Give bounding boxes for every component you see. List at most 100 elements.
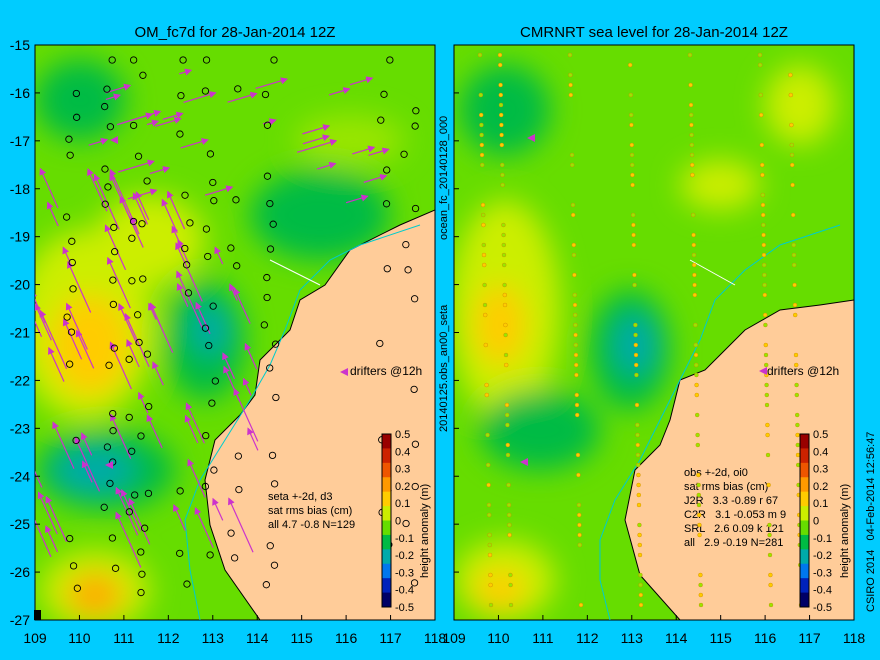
obs-marker [638,602,644,608]
obs-circle [227,244,235,252]
left-stats-line-0: seta +-2d, d3 [268,491,333,503]
obs-marker [486,482,491,488]
obs-marker [696,502,702,508]
obs-circle [202,431,210,440]
obs-circle [65,135,73,143]
obs-circle [186,219,194,227]
drift-arrow [328,87,351,96]
obs-marker [482,282,487,288]
obs-marker [691,212,696,218]
obs-circle [232,196,240,204]
lon-tick-label: 109 [23,630,47,646]
obs-marker [488,602,494,608]
obs-circle [263,172,272,180]
drift-arrow [302,134,330,145]
obs-marker [766,482,771,488]
obs-marker [578,602,584,608]
drift-arrow [48,346,65,382]
map-overlays [35,52,841,620]
obs-marker [696,492,701,498]
obs-marker [574,372,579,378]
obs-marker [500,172,505,178]
obs-marker [632,282,637,288]
obs-marker [694,382,699,388]
left-drifters-label: drifters @12h [350,364,422,378]
obs-marker [763,322,768,328]
obs-circle [105,361,113,369]
colorbar-tick-label: -0.4 [813,585,832,597]
drift-arrow [120,488,141,532]
obs-circle [143,350,152,358]
obs-marker [497,52,503,58]
drift-arrow [115,486,139,536]
obs-marker [694,372,699,378]
lon-tick-label: 116 [754,630,777,646]
obs-marker [498,62,503,68]
obs-circle [109,409,117,418]
drift-arrow [128,497,151,545]
obs-circle [143,177,151,185]
obs-marker [487,552,493,558]
obs-marker [485,432,490,438]
drifter-icon [340,368,348,376]
obs-circle [137,548,145,556]
obs-marker [761,232,766,238]
obs-marker [481,212,486,218]
drifter-icon [759,367,767,375]
obs-circle [176,130,184,138]
obs-circle [129,217,138,226]
colorbar-swatch [382,520,391,536]
obs-marker [482,262,487,268]
obs-marker [762,272,767,278]
obs-circle [411,482,419,491]
lon-tick-label: 110 [487,630,510,646]
obs-marker [767,552,773,558]
obs-marker [483,342,488,348]
colorbar-right: 0.5 0.4 0.3 0.2 0.1 0 -0.1 -0.2 -0.3 -0.4 -0.5 [799,429,832,614]
drift-arrow [176,270,204,329]
obs-marker [571,212,576,218]
drift-arrow [177,238,190,265]
drift-arrow [37,491,58,535]
obs-circle [110,223,118,232]
obs-marker [488,582,493,588]
obs-marker [630,162,635,168]
obs-marker [481,252,487,258]
obs-marker [691,232,696,238]
drift-arrow [242,377,252,396]
obs-marker [574,362,579,368]
obs-circle [201,87,210,95]
obs-circle [109,427,117,435]
obs-circle [234,85,242,93]
lat-tick-label: -26 [10,564,30,580]
obs-marker [630,172,635,178]
obs-circle [261,90,270,99]
obs-marker [572,302,578,308]
obs-marker [486,462,491,468]
obs-marker [572,292,577,298]
obs-marker [577,542,582,548]
lat-tick-label: -15 [10,37,30,53]
obs-marker [792,302,798,308]
obs-marker [694,392,699,398]
obs-marker [505,452,511,458]
colorbar-tick-label: 0.3 [395,464,410,476]
obs-marker [763,312,768,318]
obs-circle [266,245,275,253]
drift-arrow [184,414,199,444]
obs-marker [503,352,509,358]
lat-tick-label: -19 [10,229,30,245]
obs-marker [793,312,798,318]
obs-marker [636,462,641,468]
obs-circle [137,432,145,440]
obs-marker [573,322,578,328]
obs-marker [698,582,703,588]
drift-arrow [345,194,369,204]
obs-circle [106,123,115,131]
drift-arrow [368,147,390,156]
obs-marker [638,582,643,588]
obs-marker [690,172,695,178]
obs-marker [635,452,641,458]
lon-tick-label: 117 [379,630,402,646]
